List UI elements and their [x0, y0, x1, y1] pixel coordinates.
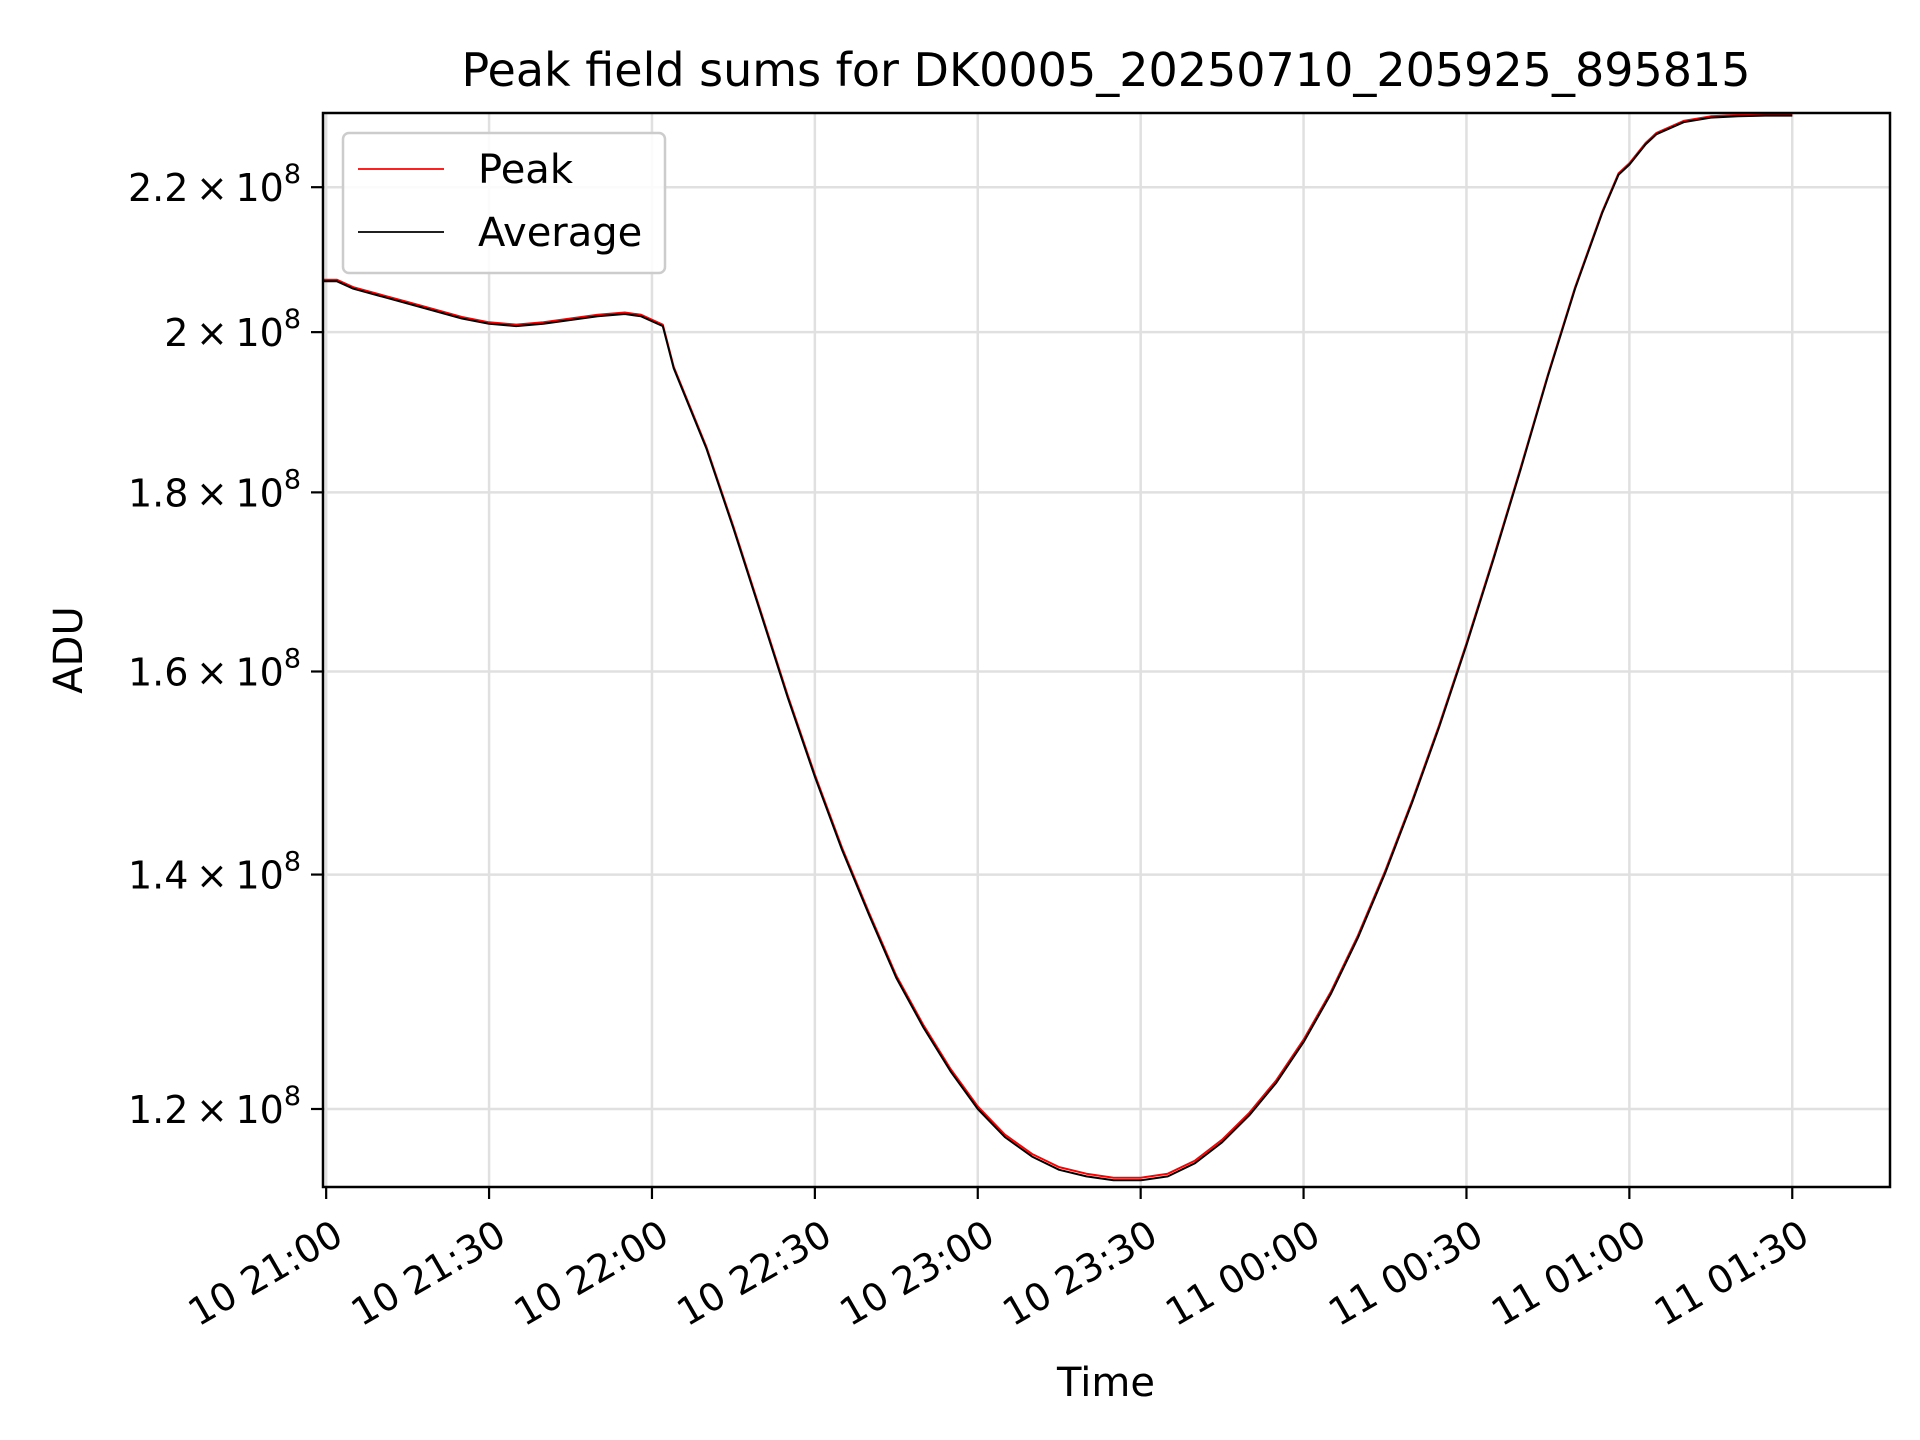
- legend-label-average: Average: [478, 210, 642, 256]
- plot-frame: [321, 111, 1892, 1189]
- y-tick-label: 2 × 108: [164, 304, 301, 355]
- x-tick-label: 10 21:00: [181, 1212, 350, 1335]
- y-axis: 1.2 × 108 1.4 × 108 1.6 × 108 1.8 × 108 2 × …: [128, 159, 323, 1132]
- legend-label-peak: Peak: [478, 147, 574, 193]
- y-tick-label: 1.6 × 108: [128, 643, 301, 694]
- x-tick-label: 10 21:30: [344, 1212, 513, 1335]
- x-tick-label: 10 23:30: [995, 1212, 1164, 1335]
- y-axis-label: ADU: [46, 606, 92, 693]
- legend-box: [341, 131, 667, 275]
- series-line-average: [323, 114, 1793, 1182]
- x-tick-label: 11 01:30: [1647, 1212, 1816, 1335]
- x-tick-label: 11 01:00: [1484, 1212, 1653, 1335]
- x-tick-label: 11 00:30: [1321, 1212, 1490, 1335]
- legend: Peak Average: [341, 131, 667, 275]
- grid: [323, 113, 1890, 1187]
- x-tick-label: 10 23:00: [832, 1212, 1001, 1335]
- y-tick-label: 2.2 × 108: [128, 159, 301, 210]
- chart-title: Peak field sums for DK0005_20250710_2059…: [461, 43, 1750, 97]
- y-tick-label: 1.4 × 108: [128, 847, 301, 898]
- x-tick-label: 11 00:00: [1158, 1212, 1327, 1335]
- x-tick-label: 10 22:00: [507, 1212, 676, 1335]
- plot-area: [323, 113, 1793, 1182]
- x-tick-label: 10 22:30: [669, 1212, 838, 1335]
- y-tick-label: 1.2 × 108: [128, 1081, 301, 1132]
- x-axis-label: Time: [1056, 1360, 1155, 1406]
- y-tick-label: 1.8 × 108: [128, 464, 301, 515]
